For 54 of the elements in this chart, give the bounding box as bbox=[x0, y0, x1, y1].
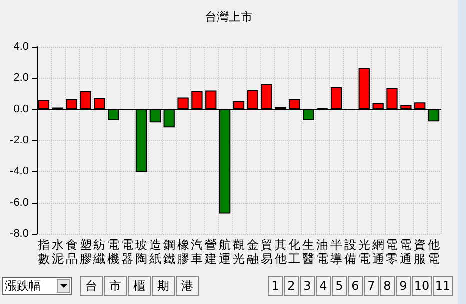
text: 5 bbox=[332, 276, 347, 296]
text: 8 bbox=[380, 276, 395, 296]
x-tick-label: 水泥 bbox=[52, 238, 64, 266]
x-tick-label: 紡纖 bbox=[92, 238, 106, 266]
x-tick-label: 鋼鐵 bbox=[163, 238, 176, 266]
x-tick-label: 玻陶 bbox=[135, 238, 148, 266]
text: 9 bbox=[396, 276, 411, 296]
x-tick-label: 橡膠 bbox=[177, 238, 190, 266]
x-tick-label: 他電 bbox=[428, 238, 440, 266]
y-tick-label: -4.0 bbox=[10, 166, 29, 178]
text: 3 bbox=[300, 276, 315, 296]
x-tick-label: 航運 bbox=[219, 238, 232, 266]
x-tick-label: 電機 bbox=[108, 238, 120, 266]
y-tick-label: 0.0 bbox=[14, 103, 29, 116]
x-tick-label: 營建 bbox=[204, 238, 218, 266]
text: 期 bbox=[152, 276, 175, 296]
x-tick-label: 半導 bbox=[330, 238, 343, 266]
x-tick-label: 電零 bbox=[386, 238, 398, 266]
y-tick-label: -6.0 bbox=[10, 196, 29, 209]
x-tick-label: 設備 bbox=[344, 238, 356, 266]
chart-title: 台灣上市 bbox=[205, 10, 253, 24]
x-tick-label: 其他 bbox=[274, 238, 287, 266]
x-tick-label: 汽車 bbox=[191, 238, 204, 266]
y-tick-label: 4.0 bbox=[14, 41, 29, 53]
x-tick-label: 觀光 bbox=[233, 238, 245, 266]
x-tick-label: 光電 bbox=[358, 238, 370, 266]
x-tick-label: 貿易 bbox=[260, 238, 273, 266]
x-tick-label: 電器 bbox=[122, 238, 134, 266]
text: 11 bbox=[433, 276, 453, 296]
x-tick-label: 資服 bbox=[414, 238, 426, 266]
text: 櫃 bbox=[128, 276, 151, 296]
text: 市 bbox=[104, 276, 127, 296]
text: 10 bbox=[412, 276, 432, 296]
y-tick-label: 2.0 bbox=[14, 72, 29, 84]
y-tick-label: -8.0 bbox=[10, 228, 29, 240]
x-tick-label: 金融 bbox=[246, 238, 259, 266]
x-tick-label: 指數 bbox=[36, 238, 50, 266]
x-tick-label: 化工 bbox=[288, 238, 301, 266]
text: 4 bbox=[316, 276, 331, 296]
x-tick-label: 電通 bbox=[400, 238, 412, 266]
x-tick-label: 造紙 bbox=[149, 238, 162, 266]
text: 6 bbox=[348, 276, 363, 296]
x-tick-label: 塑膠 bbox=[80, 238, 92, 266]
text: 港 bbox=[176, 276, 199, 296]
text: 1 bbox=[268, 276, 283, 296]
y-tick-label: -2.0 bbox=[10, 134, 29, 146]
text: 2 bbox=[284, 276, 299, 296]
x-tick-label: 油電 bbox=[316, 238, 329, 266]
text: 漲跌幅 bbox=[2, 277, 72, 295]
x-tick-label: 食品 bbox=[66, 238, 78, 266]
x-tick-label: 網通 bbox=[371, 238, 384, 266]
text: 7 bbox=[364, 276, 379, 296]
text: 台 bbox=[80, 276, 103, 296]
x-tick-label: 生醫 bbox=[302, 238, 315, 266]
